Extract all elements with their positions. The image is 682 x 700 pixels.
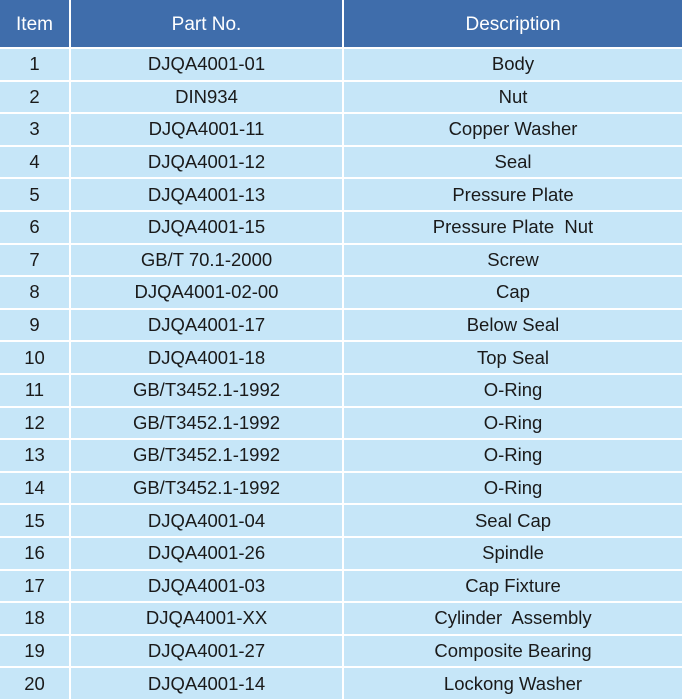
cell-part-no: DJQA4001-12 [71,146,342,178]
cell-item: 12 [0,407,69,439]
cell-item: 14 [0,472,69,504]
cell-item: 16 [0,537,69,569]
cell-part-no: DJQA4001-26 [71,537,342,569]
cell-description: O-Ring [344,374,682,406]
cell-item: 2 [0,81,69,113]
cell-item: 4 [0,146,69,178]
cell-part-no: GB/T 70.1-2000 [71,244,342,276]
cell-description: Seal Cap [344,505,682,536]
cell-part-no: GB/T3452.1-1992 [71,440,342,471]
cell-description: Pressure Plate Nut [344,211,682,243]
cell-part-no: DJQA4001-14 [71,668,342,699]
cell-part-no: DJQA4001-XX [71,603,342,634]
header-part-no: Part No. [71,0,342,47]
cell-part-no: DJQA4001-01 [71,49,342,80]
cell-description: Nut [344,81,682,113]
cell-description: O-Ring [344,407,682,439]
cell-description: Cap [344,277,682,308]
cell-description: Pressure Plate [344,179,682,210]
cell-item: 5 [0,179,69,210]
cell-part-no: DJQA4001-27 [71,635,342,667]
cell-item: 10 [0,342,69,373]
cell-item: 19 [0,635,69,667]
cell-part-no: GB/T3452.1-1992 [71,374,342,406]
cell-item: 11 [0,374,69,406]
cell-part-no: DJQA4001-03 [71,570,342,602]
cell-description: Top Seal [344,342,682,373]
cell-item: 17 [0,570,69,602]
cell-item: 8 [0,277,69,308]
header-description: Description [344,0,682,47]
cell-item: 18 [0,603,69,634]
cell-item: 3 [0,114,69,145]
cell-part-no: GB/T3452.1-1992 [71,472,342,504]
cell-item: 20 [0,668,69,699]
cell-part-no: GB/T3452.1-1992 [71,407,342,439]
cell-description: Lockong Washer [344,668,682,699]
cell-item: 6 [0,211,69,243]
cell-description: Copper Washer [344,114,682,145]
cell-part-no: DJQA4001-17 [71,309,342,341]
cell-item: 9 [0,309,69,341]
cell-item: 13 [0,440,69,471]
cell-part-no: DJQA4001-15 [71,211,342,243]
cell-description: O-Ring [344,440,682,471]
cell-part-no: DJQA4001-02-00 [71,277,342,308]
cell-item: 15 [0,505,69,536]
cell-description: O-Ring [344,472,682,504]
cell-part-no: DJQA4001-11 [71,114,342,145]
cell-description: Cylinder Assembly [344,603,682,634]
cell-part-no: DJQA4001-04 [71,505,342,536]
cell-description: Screw [344,244,682,276]
cell-item: 7 [0,244,69,276]
cell-description: Composite Bearing [344,635,682,667]
cell-description: Seal [344,146,682,178]
cell-item: 1 [0,49,69,80]
cell-description: Body [344,49,682,80]
cell-part-no: DIN934 [71,81,342,113]
cell-description: Cap Fixture [344,570,682,602]
cell-part-no: DJQA4001-13 [71,179,342,210]
header-item: Item [0,0,69,47]
cell-part-no: DJQA4001-18 [71,342,342,373]
cell-description: Below Seal [344,309,682,341]
cell-description: Spindle [344,537,682,569]
